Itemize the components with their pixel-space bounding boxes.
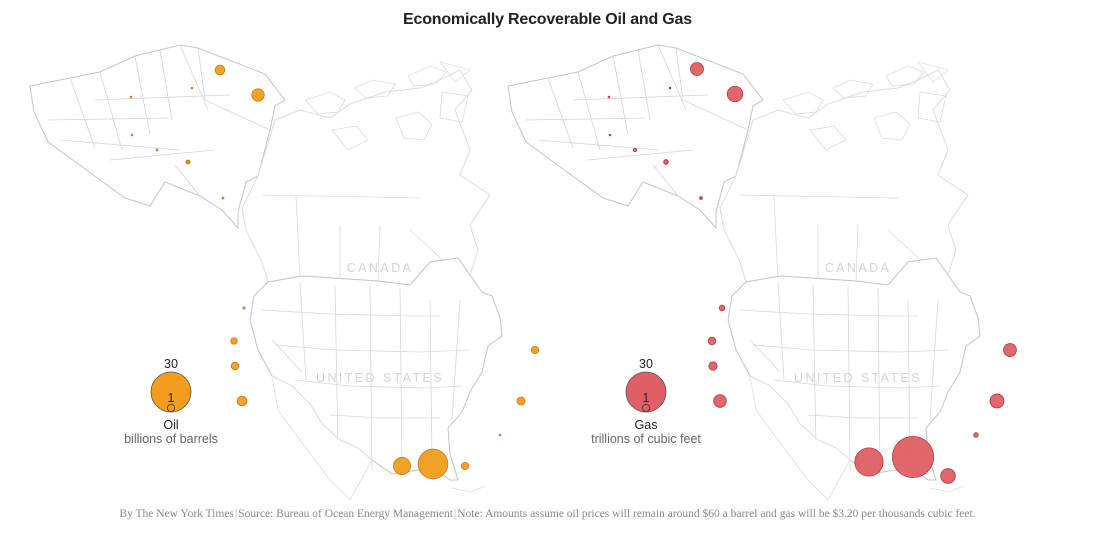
- gas-bubble-northern-california: [707, 336, 717, 346]
- oil-bubble-northern-california: [230, 337, 238, 345]
- oil-bubble-central-california: [230, 361, 240, 371]
- footer: By The New York Times|Source: Bureau of …: [119, 508, 976, 520]
- oil-bubbles: [129, 64, 540, 480]
- gas-bubble-beaufort-sea: [726, 85, 744, 103]
- gas-legend-unit: trillions of cubic feet: [591, 432, 701, 446]
- gas-legend-min-label: 1: [643, 391, 650, 405]
- oil-canada-label: CANADA: [347, 261, 414, 275]
- oil-bubble-hope-basin: [190, 86, 194, 90]
- gas-bubble-washington-oregon: [718, 304, 726, 312]
- oil-bubble-north-atlantic: [530, 345, 540, 355]
- gas-bubble-south-atlantic: [973, 432, 979, 438]
- gas-legend-title: Gas: [635, 418, 658, 432]
- footer-note: Note: Amounts assume oil prices will rem…: [457, 508, 976, 520]
- oil-legend-max-label: 30: [164, 357, 178, 371]
- gas-bubble-southern-california: [713, 394, 727, 408]
- gas-bubble-eastern-gulf-of-mexico: [940, 468, 956, 484]
- oil-bubble-washington-oregon: [242, 306, 246, 310]
- gas-legend-min-circle: [641, 403, 651, 413]
- gas-bubble-st-george-basin: [632, 147, 638, 153]
- gas-bubble-chukchi-sea: [690, 62, 704, 76]
- gas-canada-label: CANADA: [825, 261, 892, 275]
- oil-bubble-north-aleutian-basin: [186, 160, 190, 164]
- gas-bubble-norton-basin: [608, 133, 612, 137]
- oil-bubble-eastern-gulf-of-mexico: [460, 461, 470, 471]
- oil-bubble-mid-atlantic: [516, 396, 526, 406]
- gas-bubbles: [607, 62, 1017, 484]
- oil-bubble-chukchi-sea: [214, 64, 226, 76]
- oil-bubble-beaufort-sea: [251, 88, 265, 102]
- oil-bubble-gulf-of-alaska: [221, 196, 225, 200]
- oil-legend: 30 1 Oil billions of barrels: [124, 357, 218, 446]
- gas-bubble-central-gulf-of-mexico: [891, 435, 935, 479]
- gas-bubble-hope-basin: [668, 86, 672, 90]
- oil-bubble-navarin-basin: [129, 95, 133, 99]
- oil-basemap: [29, 44, 503, 501]
- chart-title: Economically Recoverable Oil and Gas: [403, 11, 692, 28]
- oil-bubble-south-atlantic: [498, 433, 502, 437]
- gas-bubble-navarin-basin: [607, 95, 611, 99]
- gas-bubble-mid-atlantic: [989, 393, 1005, 409]
- footer-source: Source: Bureau of Ocean Energy Managemen…: [238, 508, 453, 520]
- gas-bubble-western-gulf-of-mexico: [854, 447, 884, 477]
- gas-bubble-north-atlantic: [1003, 343, 1017, 357]
- oil-legend-min-circle: [166, 403, 176, 413]
- gas-legend-max-label: 30: [639, 357, 653, 371]
- oil-map: CANADA UNITED STATES 30 1 Oil billions o…: [29, 44, 540, 501]
- oil-bubble-central-gulf-of-mexico: [417, 448, 449, 480]
- gas-bubble-kodiak: [699, 196, 703, 200]
- oil-legend-unit: billions of barrels: [124, 432, 218, 446]
- oil-bubble-norton-basin: [130, 133, 134, 137]
- gas-basemap: [507, 44, 981, 501]
- gas-map: CANADA UNITED STATES 30 1 Gas trillions …: [507, 44, 1017, 501]
- oil-bubble-western-gulf-of-mexico: [393, 457, 411, 475]
- gas-us-label: UNITED STATES: [794, 371, 922, 385]
- gas-bubble-cook-inlet: [663, 159, 669, 165]
- gas-bubble-central-california: [708, 361, 718, 371]
- footer-byline: By The New York Times: [119, 508, 234, 520]
- gas-legend: 30 1 Gas trillions of cubic feet: [591, 357, 701, 446]
- oil-legend-title: Oil: [163, 418, 178, 432]
- oil-legend-min-label: 1: [168, 391, 175, 405]
- oil-bubble-southern-california: [236, 395, 248, 407]
- oil-us-label: UNITED STATES: [316, 371, 444, 385]
- oil-bubble-st-george-basin: [155, 148, 159, 152]
